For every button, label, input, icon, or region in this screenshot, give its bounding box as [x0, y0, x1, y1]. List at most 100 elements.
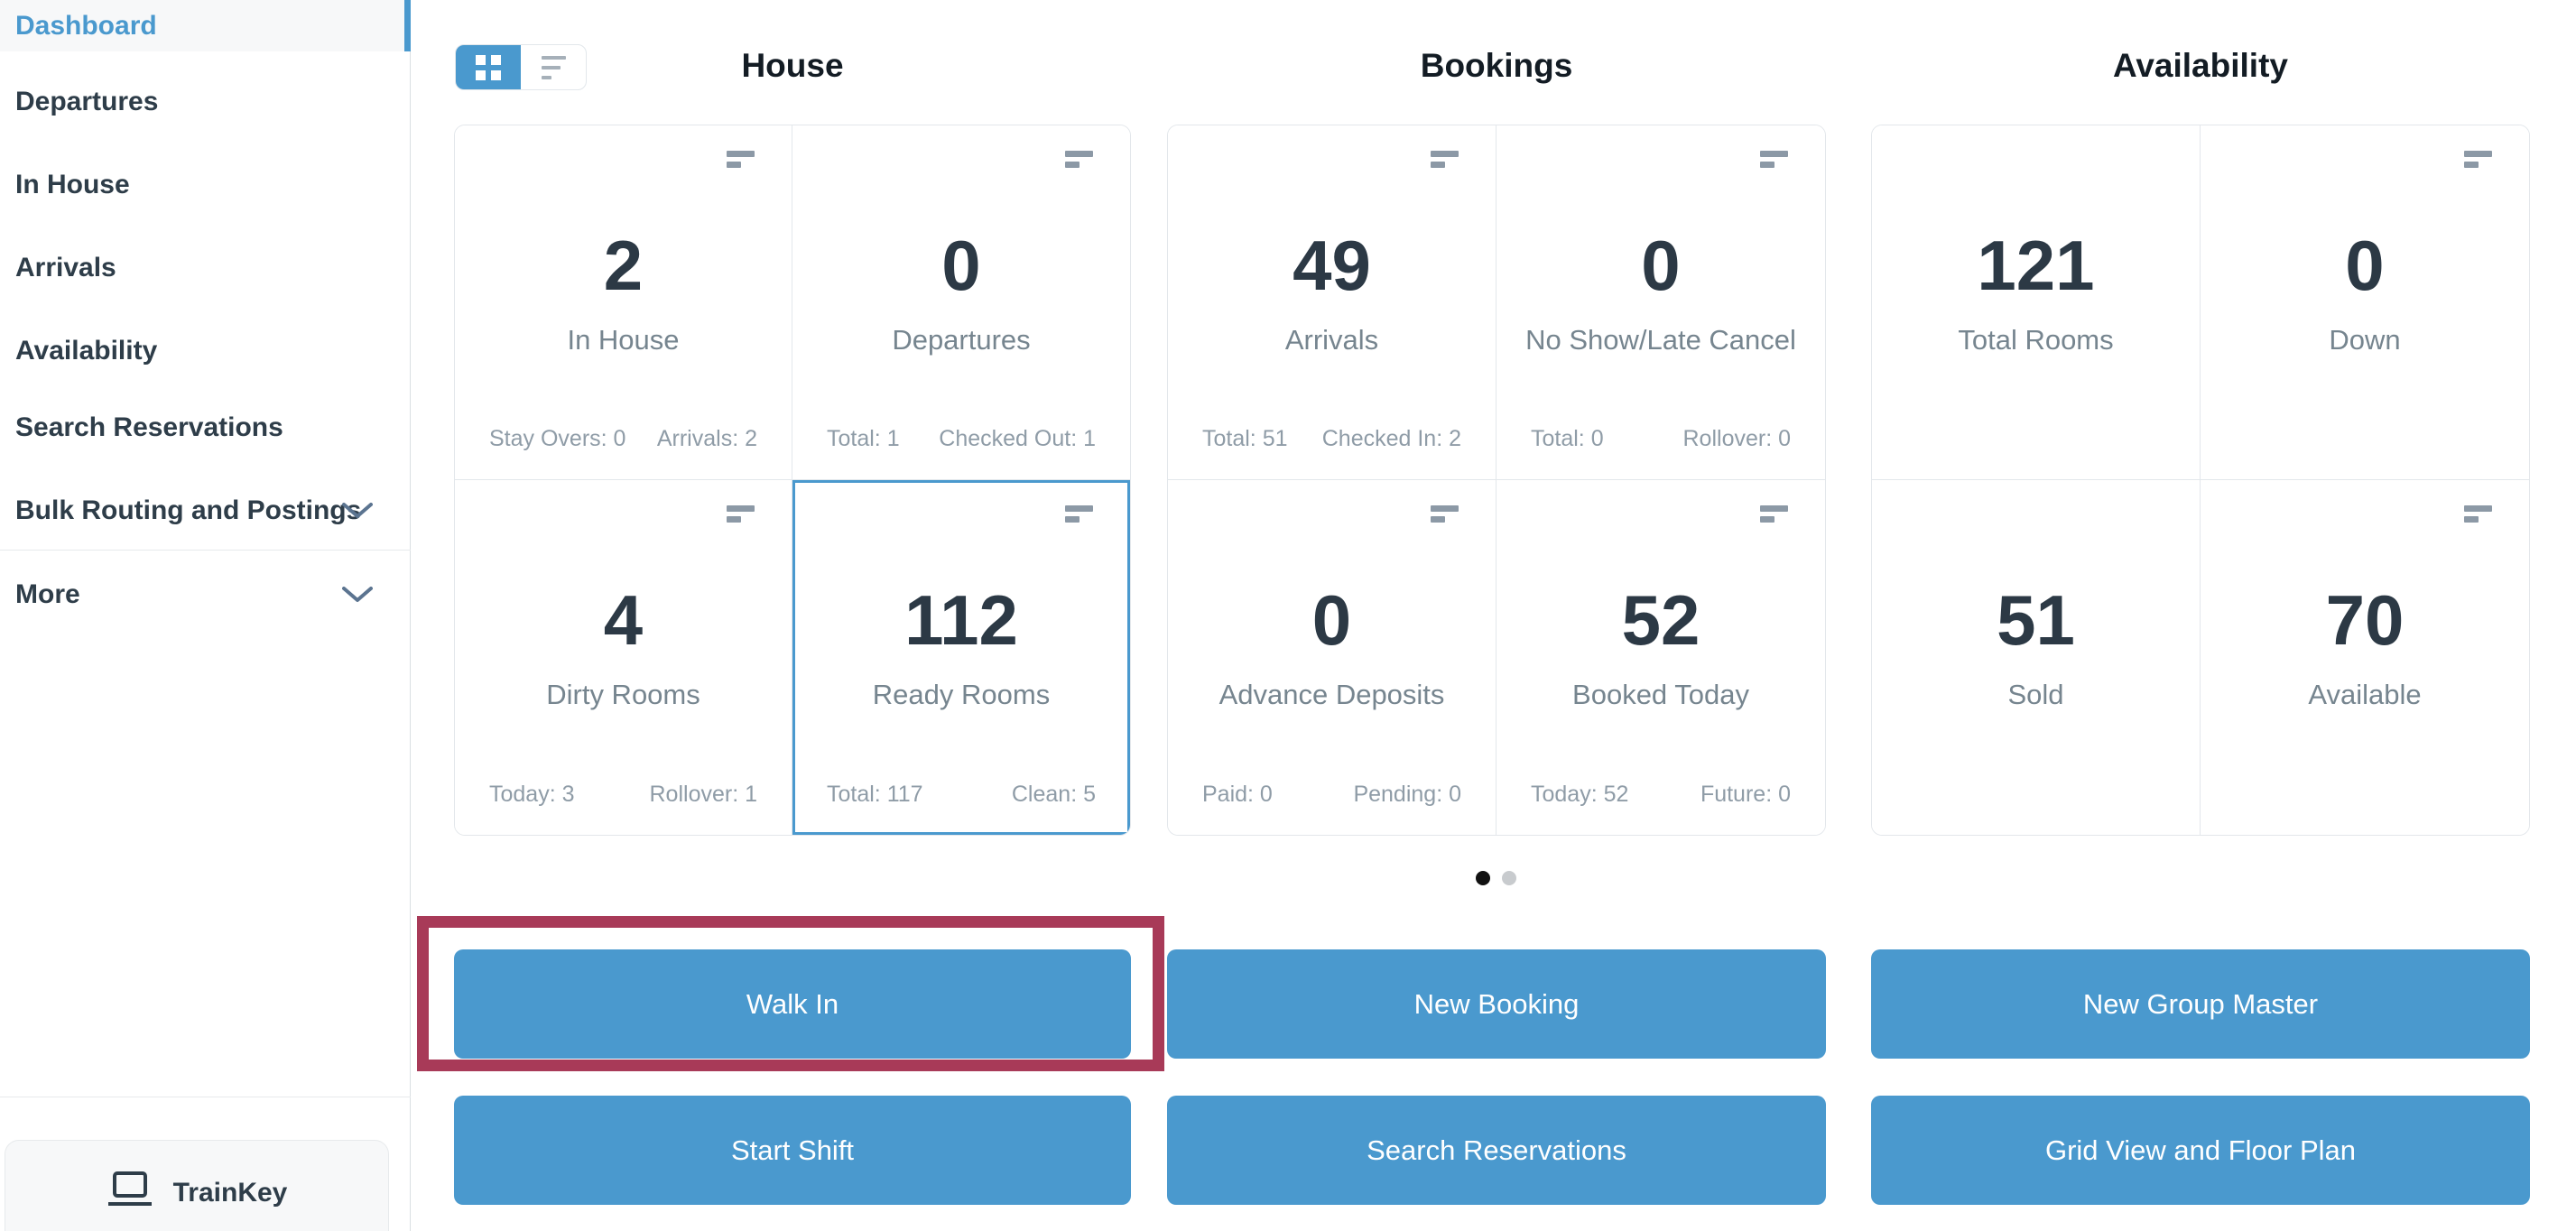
card-value: 70	[2325, 580, 2405, 660]
footer-stat-left: Today: 3	[489, 782, 575, 807]
card-footer: Stay Overs: 0 Arrivals: 2	[489, 426, 757, 452]
down-card[interactable]: 0 Down	[2201, 125, 2529, 480]
filter-icon[interactable]	[1431, 505, 1459, 523]
trainkey-label: TrainKey	[172, 1178, 288, 1208]
sidebar-item-availability[interactable]: Availability	[0, 323, 411, 379]
sidebar-item-in-house[interactable]: In House	[0, 157, 411, 213]
list-icon	[541, 55, 566, 79]
start-shift-button[interactable]: Start Shift	[454, 1096, 1131, 1205]
house-card-group: 2 In House Stay Overs: 0 Arrivals: 2 0 D…	[454, 125, 1131, 836]
sidebar-item-arrivals[interactable]: Arrivals	[0, 240, 411, 296]
sidebar-divider	[0, 550, 411, 551]
trainkey-button[interactable]: TrainKey	[5, 1140, 389, 1231]
card-value: 112	[904, 580, 1018, 660]
sidebar-item-bulk-routing-and-postings[interactable]: Bulk Routing and Postings	[0, 483, 411, 539]
footer-stat-left: Total: 51	[1202, 426, 1288, 451]
booked-today-card[interactable]: 52 Booked Today Today: 52 Future: 0	[1496, 480, 1825, 835]
card-footer: Total: 51 Checked In: 2	[1202, 426, 1461, 452]
arrivals-card[interactable]: 49 Arrivals Total: 51 Checked In: 2	[1168, 125, 1496, 480]
advance-deposits-card[interactable]: 0 Advance Deposits Paid: 0 Pending: 0	[1168, 480, 1496, 835]
footer-stat-right: Arrivals: 2	[656, 426, 757, 451]
sidebar-item-search-reservations[interactable]: Search Reservations	[0, 400, 411, 456]
filter-icon[interactable]	[1760, 505, 1789, 523]
card-value: 2	[603, 226, 644, 305]
section-title-bookings: Bookings	[1420, 47, 1573, 84]
card-footer: Total: 0 Rollover: 0	[1531, 426, 1791, 452]
walk-in-button[interactable]: Walk In	[454, 949, 1131, 1059]
search-reservations-button[interactable]: Search Reservations	[1167, 1096, 1826, 1205]
card-footer: Paid: 0 Pending: 0	[1202, 782, 1461, 808]
footer-stat-right: Rollover: 1	[649, 782, 758, 807]
grid-icon	[476, 54, 501, 80]
footer-stat-left: Today: 52	[1531, 782, 1629, 807]
total-rooms-card[interactable]: 121 Total Rooms	[1872, 125, 2201, 480]
view-toggle	[455, 44, 587, 90]
card-label: Down	[2329, 324, 2401, 356]
chevron-down-icon	[342, 495, 373, 526]
pagination-dot[interactable]	[1502, 871, 1516, 885]
card-footer: Total: 117 Clean: 5	[827, 782, 1096, 808]
card-label: Advance Deposits	[1219, 679, 1445, 710]
card-label: Total Rooms	[1958, 324, 2114, 356]
in-house-card[interactable]: 2 In House Stay Overs: 0 Arrivals: 2	[455, 125, 792, 480]
card-value: 0	[2345, 226, 2385, 305]
card-label: Sold	[2007, 679, 2064, 710]
card-value: 49	[1293, 226, 1371, 305]
availability-card-group: 121 Total Rooms 0 Down 51 Sold 70 Availa…	[1871, 125, 2530, 836]
dirty-rooms-card[interactable]: 4 Dirty Rooms Today: 3 Rollover: 1	[455, 480, 792, 835]
filter-icon[interactable]	[2464, 151, 2493, 168]
sidebar-item-label: Availability	[15, 336, 158, 366]
card-label: Ready Rooms	[872, 679, 1051, 710]
sidebar-item-more[interactable]: More	[0, 567, 411, 623]
sidebar-item-label: Bulk Routing and Postings	[15, 495, 362, 525]
sidebar-item-departures[interactable]: Departures	[0, 74, 411, 130]
footer-stat-left: Total: 117	[827, 782, 923, 807]
filter-icon[interactable]	[1065, 151, 1094, 168]
departures-card[interactable]: 0 Departures Total: 1 Checked Out: 1	[792, 125, 1130, 480]
chevron-down-icon	[342, 579, 373, 610]
grid-view-toggle-button[interactable]	[456, 45, 521, 89]
filter-icon[interactable]	[1760, 151, 1789, 168]
section-title-availability: Availability	[2113, 47, 2288, 84]
available-card[interactable]: 70 Available	[2201, 480, 2529, 835]
card-value: 0	[1641, 226, 1681, 305]
ready-rooms-card[interactable]: 112 Ready Rooms Total: 117 Clean: 5	[792, 480, 1130, 835]
sidebar-item-label: Departures	[15, 87, 159, 116]
sidebar-item-label: More	[15, 579, 80, 609]
section-title-house: House	[741, 47, 844, 84]
sidebar-item-label: Search Reservations	[15, 412, 283, 442]
card-value: 51	[1997, 580, 2075, 660]
new-booking-button[interactable]: New Booking	[1167, 949, 1826, 1059]
new-group-master-button[interactable]: New Group Master	[1871, 949, 2530, 1059]
filter-icon[interactable]	[1065, 505, 1094, 523]
card-value: 0	[1311, 580, 1352, 660]
footer-stat-right: Future: 0	[1700, 782, 1791, 807]
footer-stat-right: Rollover: 0	[1682, 426, 1792, 451]
card-footer: Total: 1 Checked Out: 1	[827, 426, 1096, 452]
sidebar-item-dashboard[interactable]: Dashboard	[0, 0, 411, 51]
footer-stat-right: Pending: 0	[1353, 782, 1461, 807]
sidebar-item-label: In House	[15, 170, 130, 199]
filter-icon[interactable]	[1431, 151, 1459, 168]
footer-stat-right: Checked Out: 1	[939, 426, 1096, 451]
sold-card[interactable]: 51 Sold	[1872, 480, 2201, 835]
filter-icon[interactable]	[2464, 505, 2493, 523]
grid-view-and-floor-plan-button[interactable]: Grid View and Floor Plan	[1871, 1096, 2530, 1205]
filter-icon[interactable]	[727, 151, 755, 168]
footer-stat-left: Total: 1	[827, 426, 900, 451]
footer-stat-left: Stay Overs: 0	[489, 426, 626, 451]
card-value: 0	[941, 226, 981, 305]
filter-icon[interactable]	[727, 505, 755, 523]
sidebar-item-label: Arrivals	[15, 253, 116, 282]
card-label: Departures	[892, 324, 1031, 356]
card-value: 121	[1977, 226, 2095, 305]
card-footer: Today: 52 Future: 0	[1531, 782, 1791, 808]
footer-stat-left: Total: 0	[1531, 426, 1604, 451]
pagination-dot[interactable]	[1476, 871, 1490, 885]
footer-stat-right: Checked In: 2	[1321, 426, 1461, 451]
carousel-pagination	[1476, 871, 1516, 885]
list-view-toggle-button[interactable]	[521, 45, 586, 89]
card-footer: Today: 3 Rollover: 1	[489, 782, 757, 808]
no-show-late-cancel-card[interactable]: 0 No Show/Late Cancel Total: 0 Rollover:…	[1496, 125, 1825, 480]
